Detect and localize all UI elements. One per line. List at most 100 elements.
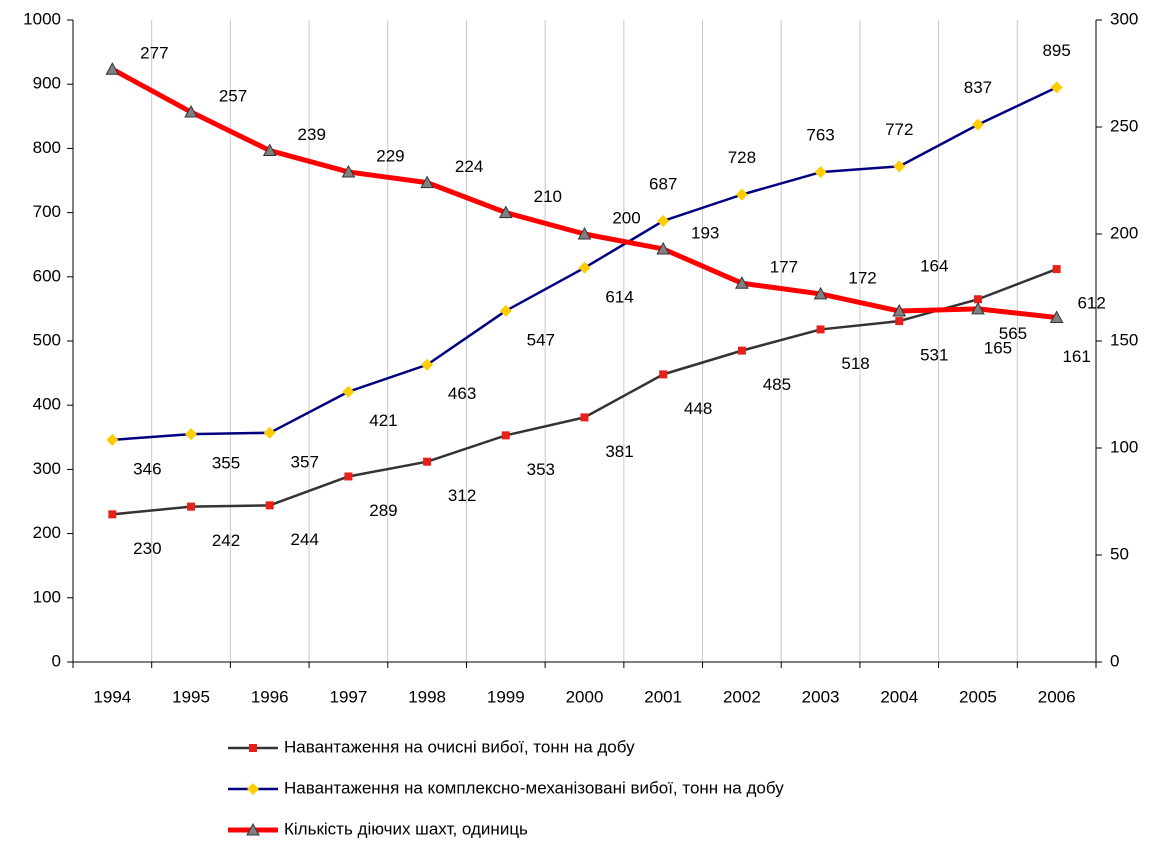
y-tick-label: 200 <box>33 523 61 542</box>
data-label: 244 <box>291 530 319 549</box>
y2-tick-label: 0 <box>1110 651 1119 670</box>
data-label: 547 <box>527 330 555 349</box>
data-point <box>735 276 749 289</box>
series-line <box>112 267 1058 516</box>
data-point <box>1049 310 1064 323</box>
y-tick-label: 500 <box>33 330 61 349</box>
x-tick-label: 1995 <box>172 687 210 706</box>
data-point <box>656 241 671 255</box>
y-tick-label: 700 <box>33 202 61 221</box>
data-label: 353 <box>527 460 555 479</box>
data-point <box>108 510 117 519</box>
data-label: 177 <box>770 258 798 277</box>
data-label: 346 <box>133 459 161 478</box>
data-point <box>498 205 513 219</box>
x-tick-label: 1997 <box>330 687 368 706</box>
data-point <box>185 428 198 441</box>
data-label: 763 <box>806 126 834 145</box>
x-tick-label: 2003 <box>802 687 840 706</box>
x-tick-label: 2002 <box>723 687 761 706</box>
data-point <box>106 433 119 446</box>
data-label: 895 <box>1042 41 1070 60</box>
data-point <box>187 502 196 511</box>
y2-tick-label: 200 <box>1110 223 1138 242</box>
data-point <box>262 143 277 157</box>
data-point <box>971 301 985 315</box>
data-label: 837 <box>964 78 992 97</box>
x-tick-label: 1994 <box>93 687 131 706</box>
legend-marker <box>249 744 257 752</box>
y-tick-label: 1000 <box>23 9 61 28</box>
y-tick-label: 0 <box>52 651 61 670</box>
data-point <box>580 413 589 422</box>
data-point <box>735 188 748 201</box>
x-tick-label: 2001 <box>644 687 682 706</box>
data-label: 239 <box>298 125 326 144</box>
data-label: 242 <box>212 531 240 550</box>
data-point <box>1050 81 1063 94</box>
data-label: 193 <box>691 223 719 242</box>
legend-label: Кількість діючих шахт, одиниць <box>284 819 528 838</box>
data-point <box>501 431 510 440</box>
x-tick-label: 2006 <box>1038 687 1076 706</box>
x-tick-label: 2004 <box>880 687 918 706</box>
data-point <box>816 325 825 334</box>
data-label: 381 <box>605 442 633 461</box>
data-label: 172 <box>848 268 876 287</box>
data-label: 200 <box>612 208 640 227</box>
data-label: 230 <box>133 539 161 558</box>
data-point <box>895 317 904 326</box>
data-point <box>813 286 828 300</box>
data-label: 518 <box>841 354 869 373</box>
legend-marker <box>246 822 260 836</box>
data-point <box>577 226 592 240</box>
data-point <box>342 385 355 398</box>
data-point <box>341 164 356 178</box>
data-label: 289 <box>369 501 397 520</box>
data-label: 355 <box>212 454 240 473</box>
data-label: 614 <box>605 287 633 306</box>
data-label: 772 <box>885 120 913 139</box>
y-tick-label: 900 <box>33 74 61 93</box>
data-label: 463 <box>448 384 476 403</box>
data-point <box>420 175 434 189</box>
data-point <box>814 166 827 179</box>
data-point <box>659 370 668 379</box>
data-label: 165 <box>984 338 1012 357</box>
x-tick-label: 1999 <box>487 687 525 706</box>
y2-tick-label: 50 <box>1110 544 1129 563</box>
data-point <box>265 501 274 510</box>
y-tick-label: 100 <box>33 587 61 606</box>
data-point <box>737 346 746 355</box>
data-point <box>973 295 982 304</box>
x-tick-label: 1998 <box>408 687 446 706</box>
data-point <box>184 104 198 118</box>
data-label: 229 <box>376 146 404 165</box>
y2-tick-label: 150 <box>1110 330 1138 349</box>
data-point <box>657 214 670 227</box>
x-tick-label: 2005 <box>959 687 997 706</box>
data-label: 224 <box>455 157 483 176</box>
data-point <box>105 62 120 75</box>
data-point <box>1052 265 1061 274</box>
data-label: 312 <box>448 486 476 505</box>
data-label: 565 <box>999 324 1027 343</box>
data-label: 448 <box>684 399 712 418</box>
legend-label: Навантаження на очисні вибої, тонн на до… <box>284 737 635 756</box>
data-label: 485 <box>763 375 791 394</box>
data-label: 257 <box>219 87 247 106</box>
series-line <box>111 67 1057 320</box>
data-point <box>344 472 353 481</box>
x-tick-label: 2000 <box>566 687 604 706</box>
data-label: 161 <box>1062 347 1090 366</box>
data-label: 357 <box>291 452 319 471</box>
data-point <box>893 160 906 173</box>
y-tick-label: 800 <box>33 138 61 157</box>
legend-marker <box>247 783 259 795</box>
y2-tick-label: 100 <box>1110 437 1138 456</box>
data-point <box>971 118 984 131</box>
data-label: 728 <box>728 148 756 167</box>
data-point <box>421 358 434 371</box>
data-label: 531 <box>920 346 948 365</box>
